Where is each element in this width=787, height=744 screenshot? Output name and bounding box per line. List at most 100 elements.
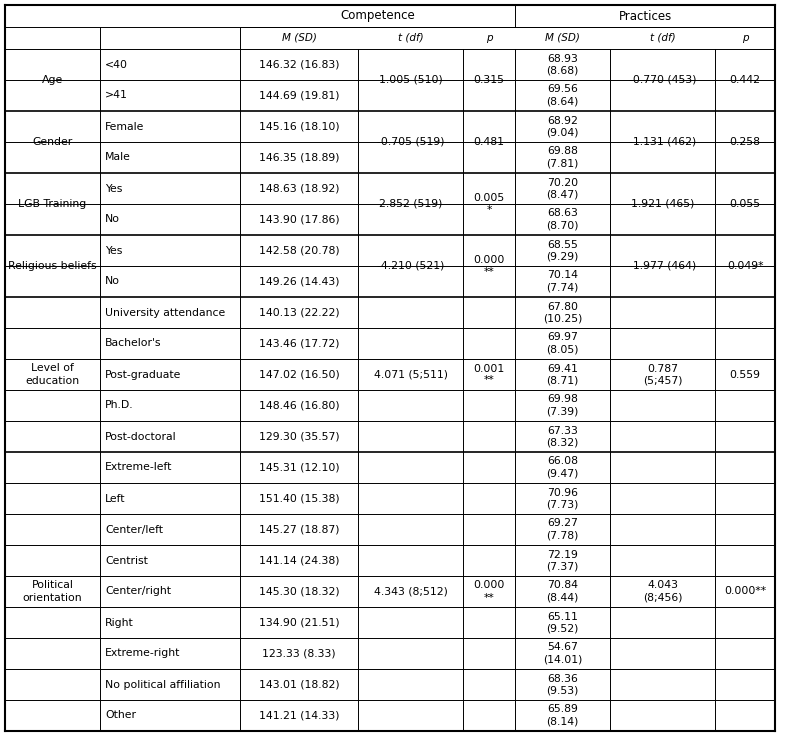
Text: 129.30 (35.57): 129.30 (35.57) <box>259 432 339 441</box>
Text: 145.27 (18.87): 145.27 (18.87) <box>259 525 339 534</box>
Text: No political affiliation: No political affiliation <box>105 679 220 690</box>
Text: -0.770 (453): -0.770 (453) <box>629 75 696 85</box>
Text: No: No <box>105 214 120 225</box>
Text: Age: Age <box>42 75 63 85</box>
Text: 142.58 (20.78): 142.58 (20.78) <box>259 246 339 255</box>
Text: 151.40 (15.38): 151.40 (15.38) <box>259 493 339 504</box>
Text: 70.84
(8.44): 70.84 (8.44) <box>546 580 578 603</box>
Text: 149.26 (14.43): 149.26 (14.43) <box>259 277 339 286</box>
Text: Centrist: Centrist <box>105 556 148 565</box>
Text: 144.69 (19.81): 144.69 (19.81) <box>259 91 339 100</box>
Text: Center/left: Center/left <box>105 525 163 534</box>
Text: 140.13 (22.22): 140.13 (22.22) <box>259 307 339 318</box>
Text: 68.92
(9.04): 68.92 (9.04) <box>546 115 578 138</box>
Text: 145.31 (12.10): 145.31 (12.10) <box>259 463 339 472</box>
Text: Yes: Yes <box>105 184 122 193</box>
Text: 2.852 (519): 2.852 (519) <box>379 199 442 209</box>
Text: 69.56
(8.64): 69.56 (8.64) <box>546 85 578 106</box>
Text: 54.67
(14.01): 54.67 (14.01) <box>543 643 582 664</box>
Text: Practices: Practices <box>619 10 671 22</box>
Text: 0.442: 0.442 <box>730 75 760 85</box>
Text: 147.02 (16.50): 147.02 (16.50) <box>259 370 339 379</box>
Text: M (SD): M (SD) <box>545 33 580 43</box>
Text: 143.90 (17.86): 143.90 (17.86) <box>259 214 339 225</box>
Text: Extreme-right: Extreme-right <box>105 649 180 658</box>
Text: Center/right: Center/right <box>105 586 171 597</box>
Text: -0.705 (519): -0.705 (519) <box>377 137 444 147</box>
Text: Yes: Yes <box>105 246 122 255</box>
Text: 67.33
(8.32): 67.33 (8.32) <box>546 426 578 447</box>
Text: 67.80
(10.25): 67.80 (10.25) <box>543 301 582 324</box>
Text: 70.14
(7.74): 70.14 (7.74) <box>546 271 578 292</box>
Text: t (df): t (df) <box>650 33 675 43</box>
Text: Extreme-left: Extreme-left <box>105 463 172 472</box>
Text: 141.14 (24.38): 141.14 (24.38) <box>259 556 339 565</box>
Text: Competence: Competence <box>340 10 415 22</box>
Text: 68.55
(9.29): 68.55 (9.29) <box>546 240 578 261</box>
Text: 0.000**: 0.000** <box>724 586 766 597</box>
Text: p: p <box>741 33 748 43</box>
Text: 143.46 (17.72): 143.46 (17.72) <box>259 339 339 348</box>
Text: 0.000
**: 0.000 ** <box>473 255 504 277</box>
Text: 69.88
(7.81): 69.88 (7.81) <box>546 147 578 168</box>
Text: 65.89
(8.14): 65.89 (8.14) <box>546 705 578 726</box>
Text: 69.98
(7.39): 69.98 (7.39) <box>546 394 578 417</box>
Text: -4.210 (521): -4.210 (521) <box>377 261 444 271</box>
Text: 70.96
(7.73): 70.96 (7.73) <box>546 487 578 510</box>
Text: 0.001
**: 0.001 ** <box>473 364 504 385</box>
Text: 65.11
(9.52): 65.11 (9.52) <box>546 612 578 633</box>
Text: Male: Male <box>105 153 131 162</box>
Text: Gender: Gender <box>32 137 72 147</box>
Text: p: p <box>486 33 493 43</box>
Text: Female: Female <box>105 121 144 132</box>
Text: 68.36
(9.53): 68.36 (9.53) <box>546 673 578 696</box>
Text: No: No <box>105 277 120 286</box>
Text: -1.977 (464): -1.977 (464) <box>629 261 696 271</box>
Text: 4.071 (5;511): 4.071 (5;511) <box>374 370 448 379</box>
Text: 143.01 (18.82): 143.01 (18.82) <box>259 679 339 690</box>
Text: 70.20
(8.47): 70.20 (8.47) <box>546 178 578 199</box>
Text: 68.93
(8.68): 68.93 (8.68) <box>546 54 578 75</box>
Text: t (df): t (df) <box>397 33 423 43</box>
Text: 69.97
(8.05): 69.97 (8.05) <box>546 333 578 354</box>
Text: Other: Other <box>105 711 136 720</box>
Text: 141.21 (14.33): 141.21 (14.33) <box>259 711 339 720</box>
Text: 145.30 (18.32): 145.30 (18.32) <box>259 586 339 597</box>
Text: 1.005 (510): 1.005 (510) <box>379 75 442 85</box>
Text: -1.131 (462): -1.131 (462) <box>629 137 696 147</box>
Text: 0.055: 0.055 <box>730 199 760 209</box>
Text: University attendance: University attendance <box>105 307 225 318</box>
Text: 68.63
(8.70): 68.63 (8.70) <box>546 208 578 231</box>
Text: Political
orientation: Political orientation <box>23 580 83 603</box>
Text: 0.559: 0.559 <box>730 370 760 379</box>
Text: 0.787
(5;457): 0.787 (5;457) <box>643 364 682 385</box>
Text: <40: <40 <box>105 60 128 69</box>
Text: Ph.D.: Ph.D. <box>105 400 134 411</box>
Text: 146.32 (16.83): 146.32 (16.83) <box>259 60 339 69</box>
Text: 145.16 (18.10): 145.16 (18.10) <box>259 121 339 132</box>
Text: M (SD): M (SD) <box>282 33 316 43</box>
Text: Right: Right <box>105 618 134 627</box>
Text: 0.000
**: 0.000 ** <box>473 580 504 603</box>
Text: 146.35 (18.89): 146.35 (18.89) <box>259 153 339 162</box>
Text: Post-doctoral: Post-doctoral <box>105 432 176 441</box>
Text: 4.043
(8;456): 4.043 (8;456) <box>643 580 682 603</box>
Text: 0.005
*: 0.005 * <box>473 193 504 215</box>
Text: >41: >41 <box>105 91 127 100</box>
Text: 148.63 (18.92): 148.63 (18.92) <box>259 184 339 193</box>
Text: 0.049*: 0.049* <box>726 261 763 271</box>
Text: Religious beliefs: Religious beliefs <box>8 261 97 271</box>
Text: Left: Left <box>105 493 125 504</box>
Text: Level of
education: Level of education <box>25 363 79 385</box>
Text: 0.481: 0.481 <box>474 137 504 147</box>
Text: 0.258: 0.258 <box>730 137 760 147</box>
Text: LGB Training: LGB Training <box>18 199 87 209</box>
Text: 1.921 (465): 1.921 (465) <box>631 199 694 209</box>
Text: 66.08
(9.47): 66.08 (9.47) <box>546 457 578 478</box>
Text: 0.315: 0.315 <box>474 75 504 85</box>
Text: 69.41
(8.71): 69.41 (8.71) <box>546 364 578 385</box>
Text: 134.90 (21.51): 134.90 (21.51) <box>259 618 339 627</box>
Text: 72.19
(7.37): 72.19 (7.37) <box>546 550 578 571</box>
Text: Bachelor's: Bachelor's <box>105 339 161 348</box>
Text: Post-graduate: Post-graduate <box>105 370 181 379</box>
